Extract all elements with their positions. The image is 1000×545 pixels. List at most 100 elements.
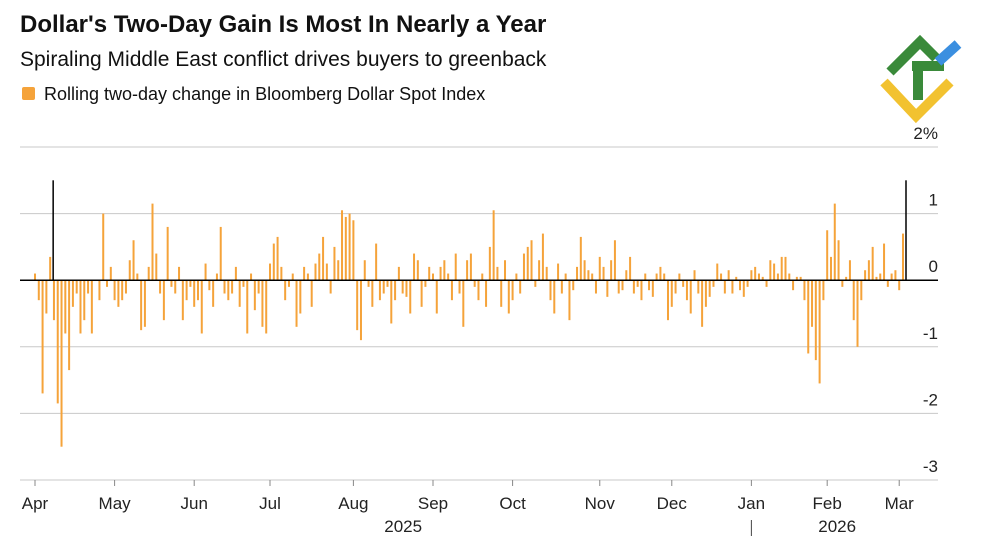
bar: [200, 280, 203, 334]
bar: [538, 260, 541, 281]
bar: [337, 260, 340, 281]
bar: [41, 280, 44, 394]
bar: [132, 240, 135, 281]
bar: [818, 280, 821, 384]
bar: [530, 240, 533, 281]
bar: [159, 280, 162, 294]
bar: [428, 266, 431, 281]
bar: [269, 263, 272, 281]
bar: [632, 280, 635, 294]
bar: [560, 280, 563, 294]
bar: [401, 280, 404, 294]
bar: [79, 280, 82, 334]
bar: [492, 210, 495, 281]
bar: [625, 270, 628, 281]
bar: [549, 280, 552, 301]
bar: [299, 280, 302, 314]
bar: [735, 276, 738, 281]
bar: [594, 280, 597, 294]
bar: [515, 273, 518, 281]
bar: [295, 280, 298, 327]
bar: [829, 256, 832, 281]
bar: [435, 280, 438, 314]
bar: [462, 280, 465, 327]
x-tick-label: Feb: [813, 494, 842, 513]
bar: [416, 260, 419, 281]
bar: [833, 203, 836, 281]
bar: [52, 280, 55, 321]
bar: [386, 280, 389, 287]
bar: [477, 280, 480, 301]
bar: [629, 256, 632, 281]
bar: [394, 280, 397, 301]
bar: [189, 280, 192, 287]
bar: [572, 280, 575, 291]
bar: [788, 273, 791, 281]
x-tick-label: Aug: [338, 494, 368, 513]
bar: [731, 280, 734, 294]
bar: [644, 273, 647, 281]
bar: [898, 280, 901, 291]
bar: [284, 280, 287, 301]
bar: [522, 253, 525, 281]
bar: [807, 280, 810, 354]
bar: [397, 266, 400, 281]
bar: [875, 276, 878, 281]
bar: [826, 230, 829, 281]
x-tick-label: Jan: [738, 494, 765, 513]
bar: [34, 273, 36, 281]
bar: [689, 280, 692, 314]
bar: [591, 273, 594, 281]
y-tick-label: 2%: [913, 124, 938, 143]
bar: [727, 270, 730, 281]
bar: [322, 236, 325, 281]
bar: [757, 273, 760, 281]
bar: [356, 280, 359, 331]
bar: [765, 280, 768, 287]
bar: [352, 220, 355, 281]
bar: [318, 253, 321, 281]
bar: [314, 263, 317, 281]
bar: [287, 280, 290, 287]
bar: [359, 280, 362, 341]
bar: [341, 210, 344, 281]
bar: [541, 233, 544, 281]
bar: [431, 273, 434, 281]
bar: [140, 280, 143, 331]
bar: [886, 280, 889, 287]
x-tick-label: Oct: [499, 494, 526, 513]
bar: [363, 260, 366, 281]
bar: [329, 280, 332, 294]
bar: [170, 280, 173, 287]
bar: [670, 280, 673, 307]
bar: [49, 256, 52, 281]
bar: [746, 280, 749, 287]
x-tick-label: Jun: [180, 494, 207, 513]
bar: [636, 280, 639, 287]
bar: [257, 280, 260, 294]
bar: [405, 280, 408, 297]
bar: [655, 273, 658, 281]
bar: [837, 240, 840, 281]
bar: [238, 280, 241, 307]
bar: [56, 280, 59, 404]
bar: [773, 263, 776, 281]
bar: [121, 280, 124, 301]
bar: [576, 266, 579, 281]
bar: [90, 280, 93, 334]
bar: [215, 273, 218, 281]
bar: [822, 280, 825, 301]
bar: [708, 280, 711, 297]
bar: [409, 280, 412, 314]
bar: [109, 266, 112, 281]
bar: [902, 233, 904, 281]
bar: [511, 280, 514, 301]
bar: [811, 280, 814, 327]
bar: [223, 280, 226, 294]
bar: [390, 280, 393, 324]
bar: [519, 280, 522, 294]
bar: [617, 280, 620, 294]
bar: [845, 276, 848, 281]
bar: [178, 266, 181, 281]
